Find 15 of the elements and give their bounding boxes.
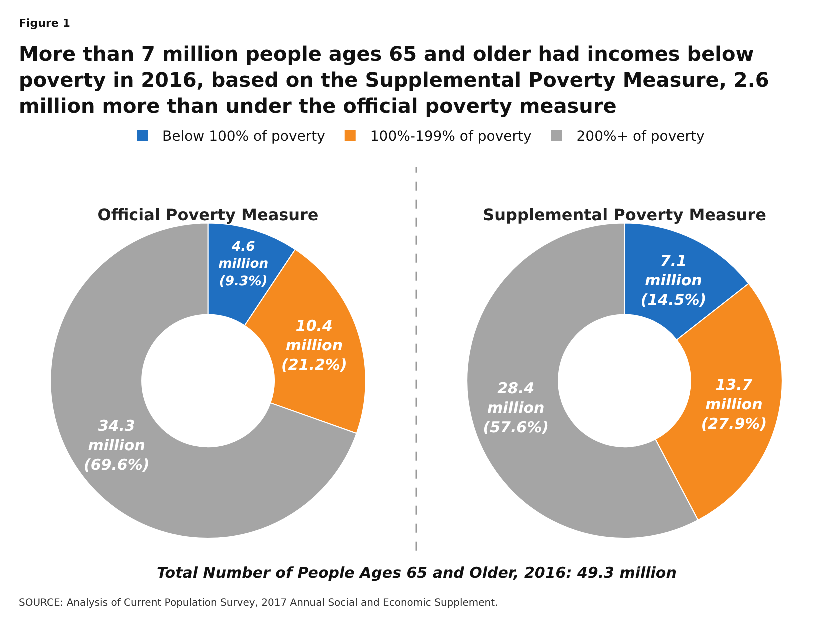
data-label: 4.6 million (9.3%) [218,240,269,290]
data-label: 13.7 million (27.9%) [701,376,768,433]
chart-title: Supplemental Poverty Measure [483,205,767,224]
data-label: 28.4 million (57.6%) [483,379,549,436]
text: Official Poverty Measure [98,205,319,224]
data-label: 34.3 million (69.6%) [84,416,150,474]
text: Total Number of People Ages 65 and Older, 2016: 49.3 million [157,564,677,582]
data-label: 7.1 million (14.5%) [640,252,707,309]
caption: Figure 1 [19,17,70,30]
data-label: 10.4 million (21.2%) [282,317,348,374]
legend-label: Below 100% of poverty [162,129,326,146]
text: More than 7 million people ages 65 and older had incomes below poverty in 2016, based on the Supplemental Poverty Measure, 2.6 million more than under the official poverty measure [19,42,770,118]
source-note: SOURCE: Analysis of Current Population Survey, 2017 Annual Social and Economic Supplement. [19,598,498,609]
legend-label: 100%-199% of poverty [370,129,532,146]
legend-label: 200%+ of poverty [576,129,705,146]
